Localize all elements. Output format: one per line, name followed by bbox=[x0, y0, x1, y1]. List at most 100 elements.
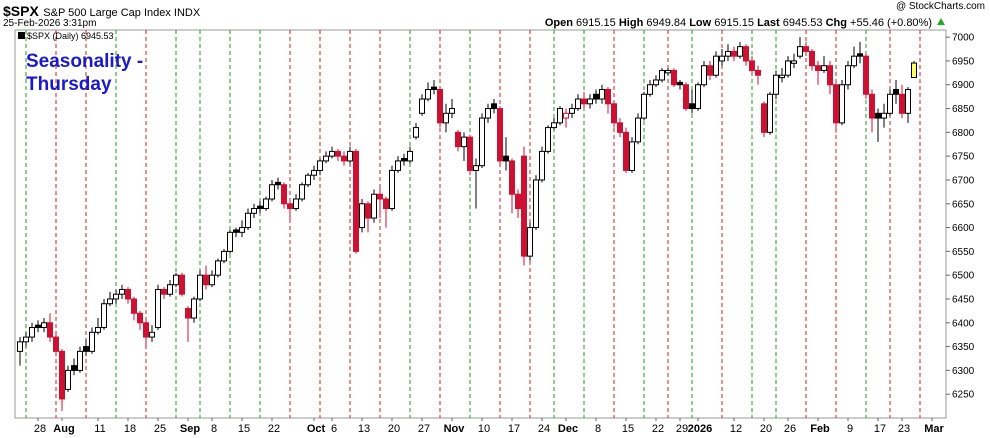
x-tick-label: 13 bbox=[358, 423, 370, 435]
x-tick-label: 29 bbox=[676, 423, 688, 435]
candle-body bbox=[305, 174, 311, 186]
candle-body bbox=[851, 55, 857, 67]
candle-body bbox=[761, 103, 767, 133]
candle-body bbox=[803, 46, 809, 52]
candle-body bbox=[707, 65, 713, 76]
annotation: Thursday bbox=[26, 74, 112, 95]
y-tick-label: 6950 bbox=[952, 56, 975, 67]
candle-body bbox=[377, 193, 383, 200]
candle-body bbox=[791, 60, 797, 64]
candle-body bbox=[533, 179, 539, 229]
candle-body bbox=[581, 98, 587, 105]
annotation: Seasonality - bbox=[26, 51, 143, 72]
legend-swatch bbox=[18, 32, 25, 39]
x-tick-label: 8 bbox=[211, 423, 217, 435]
candle-body bbox=[383, 198, 389, 210]
candle-body bbox=[149, 331, 155, 338]
x-tick-label: 22 bbox=[268, 423, 280, 435]
candle-body bbox=[875, 112, 881, 119]
candle-body bbox=[53, 336, 59, 352]
candle-body bbox=[887, 93, 893, 114]
candle-body bbox=[467, 136, 473, 171]
candle-body bbox=[197, 274, 203, 300]
candle-body bbox=[593, 93, 599, 100]
x-tick-label: 11 bbox=[94, 423, 105, 435]
candle-body bbox=[551, 122, 557, 129]
candle-body bbox=[263, 198, 269, 210]
x-tick-label: 10 bbox=[478, 423, 490, 435]
candle-body bbox=[155, 288, 161, 329]
y-tick-label: 6450 bbox=[952, 294, 975, 305]
candle-body bbox=[455, 131, 461, 148]
candle-body bbox=[245, 212, 251, 229]
candle-body bbox=[107, 298, 113, 305]
candle-body bbox=[215, 260, 221, 276]
candle-body bbox=[413, 127, 419, 138]
candle-body bbox=[299, 184, 305, 200]
candle-body bbox=[515, 193, 521, 210]
candle-body bbox=[71, 365, 77, 371]
candle-body bbox=[311, 169, 317, 176]
y-tick-label: 6500 bbox=[952, 271, 975, 282]
candle-body bbox=[665, 69, 671, 74]
candle-body bbox=[257, 205, 263, 210]
candle-body bbox=[59, 350, 65, 400]
candle-body bbox=[113, 293, 119, 300]
candle-body bbox=[173, 274, 179, 286]
candle-body bbox=[575, 98, 581, 110]
x-tick-label: 9 bbox=[847, 423, 853, 435]
plot-frame bbox=[14, 29, 947, 419]
candle-body bbox=[233, 229, 239, 233]
candle-body bbox=[47, 322, 53, 338]
x-tick-label: Mar bbox=[924, 423, 944, 435]
candle-body bbox=[185, 308, 191, 319]
candle-body bbox=[143, 322, 149, 338]
candle-body bbox=[395, 160, 401, 171]
candle-body bbox=[335, 150, 341, 157]
candle-body bbox=[539, 150, 545, 181]
candle-body bbox=[431, 86, 437, 91]
candle-body bbox=[563, 112, 569, 119]
candle-body bbox=[863, 55, 869, 95]
candle-body bbox=[101, 303, 107, 329]
x-tick-label: Aug bbox=[53, 423, 74, 435]
candle-body bbox=[749, 60, 755, 71]
y-tick-label: 6250 bbox=[952, 390, 975, 401]
y-tick-label: 6700 bbox=[952, 175, 975, 186]
candle-body bbox=[773, 74, 779, 95]
candle-body bbox=[503, 155, 509, 162]
up-triangle bbox=[937, 18, 945, 25]
candle-body bbox=[743, 46, 749, 62]
y-tick-label: 6900 bbox=[952, 80, 975, 91]
stat-value: 6915.15 bbox=[576, 17, 616, 29]
x-tick-label: Nov bbox=[444, 423, 466, 435]
y-tick-label: 6400 bbox=[952, 318, 975, 329]
candle-body bbox=[479, 117, 485, 167]
candle-body bbox=[557, 108, 563, 124]
candle-body bbox=[407, 150, 413, 162]
stat-value: 6945.53 bbox=[783, 17, 823, 29]
candle-body bbox=[341, 155, 347, 162]
candle-body bbox=[353, 150, 359, 252]
candle-body bbox=[527, 227, 533, 257]
candle-body bbox=[203, 274, 209, 286]
candle-body bbox=[845, 65, 851, 86]
x-tick-label: 25 bbox=[154, 423, 166, 435]
candle-body bbox=[419, 98, 425, 114]
candle-body bbox=[125, 288, 131, 300]
x-tick-label: 8 bbox=[595, 423, 601, 435]
candle-body bbox=[659, 69, 665, 81]
candle-body bbox=[77, 350, 83, 371]
stat-value: 6949.84 bbox=[646, 17, 686, 29]
candle-body bbox=[137, 312, 143, 324]
symbol: $SPX bbox=[3, 3, 39, 19]
candles bbox=[17, 37, 917, 411]
x-tick-label: 22 bbox=[652, 423, 664, 435]
candle-body bbox=[371, 193, 377, 219]
candle-body bbox=[629, 141, 635, 171]
candle-body bbox=[815, 65, 821, 71]
candle-body bbox=[491, 103, 497, 110]
x-tick-label: 20 bbox=[388, 423, 400, 435]
